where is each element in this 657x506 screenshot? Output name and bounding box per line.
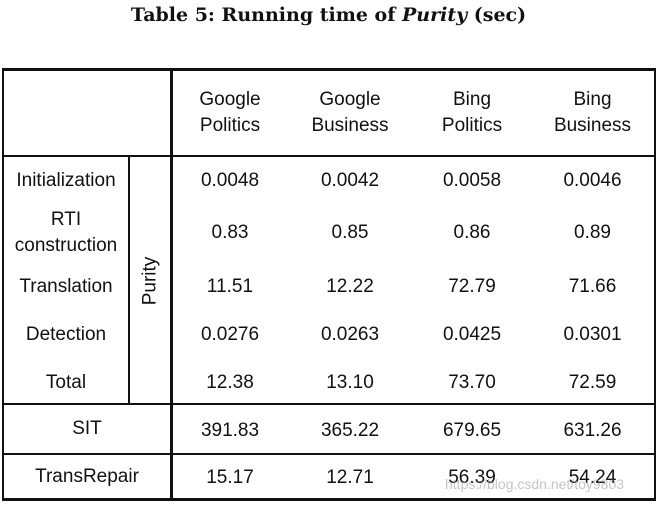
- caption-suffix: (sec): [467, 4, 527, 26]
- table-cell: 12.22: [326, 276, 374, 297]
- table-cell: 679.65: [442, 420, 502, 441]
- table-cell: 0.0301: [563, 324, 622, 345]
- watermark-text: https://blog.csdn.net/toy9803: [445, 476, 625, 492]
- purity-group-label: Purity: [139, 256, 161, 305]
- table-cell: 0.85: [331, 222, 369, 243]
- rule-purity-bottom: [2, 403, 656, 405]
- table-cell: 0.0046: [563, 170, 622, 191]
- rule-right: [654, 68, 656, 501]
- table-caption: Table 5: Running time of Purity (sec): [0, 4, 657, 26]
- table-cell: 0.0048: [200, 170, 260, 191]
- table-cell: 0.0058: [442, 170, 502, 191]
- row-label-initialization: Initialization: [16, 170, 116, 191]
- table-cell: 11.51: [206, 276, 254, 297]
- rule-group-divider: [128, 157, 130, 403]
- table-cell: 365.22: [320, 420, 380, 441]
- table-cell: 71.66: [568, 276, 617, 297]
- table-cell: 73.70: [448, 372, 496, 393]
- row-label-transrepair: TransRepair: [35, 466, 139, 487]
- table-cell: 13.10: [326, 372, 374, 393]
- table-cell: 15.17: [206, 467, 254, 488]
- row-label-sit: SIT: [72, 418, 102, 439]
- caption-prefix: Table 5: Running time of: [130, 4, 402, 26]
- table-cell: 0.89: [574, 222, 611, 243]
- table-cell: 0.0263: [320, 324, 380, 345]
- table-cell: 72.59: [568, 372, 617, 393]
- table-cell: 0.0276: [200, 324, 260, 345]
- column-header-google-politics: Google Politics: [199, 89, 261, 136]
- row-label-total: Total: [45, 372, 87, 393]
- row-label-translation: Translation: [19, 276, 113, 297]
- table-cell: 0.0042: [320, 170, 380, 191]
- rule-top: [2, 68, 656, 71]
- table-cell: 72.79: [448, 276, 496, 297]
- table-cell: 631.26: [563, 420, 622, 441]
- table-cell: 54.24: [568, 467, 617, 488]
- rule-sit-bottom: [2, 453, 656, 455]
- table-cell: 12.71: [326, 467, 374, 488]
- row-label-rti-construction: RTI construction: [14, 209, 118, 256]
- caption-emph: Purity: [402, 4, 468, 26]
- table-cell: 12.38: [206, 372, 254, 393]
- row-label-detection: Detection: [25, 324, 107, 345]
- rule-label-divider: [170, 68, 173, 501]
- table-cell: 0.83: [211, 222, 249, 243]
- table-cell: 391.83: [200, 420, 260, 441]
- column-header-bing-politics: Bing Politics: [441, 89, 503, 136]
- column-header-google-business: Google Business: [311, 89, 389, 136]
- rule-header: [2, 155, 656, 157]
- rule-bottom: [2, 498, 656, 501]
- table-cell: 56.39: [448, 467, 496, 488]
- column-header-bing-business: Bing Business: [553, 89, 632, 136]
- rule-left: [2, 68, 4, 501]
- table-cell: 0.86: [453, 222, 491, 243]
- table-cell: 0.0425: [442, 324, 502, 345]
